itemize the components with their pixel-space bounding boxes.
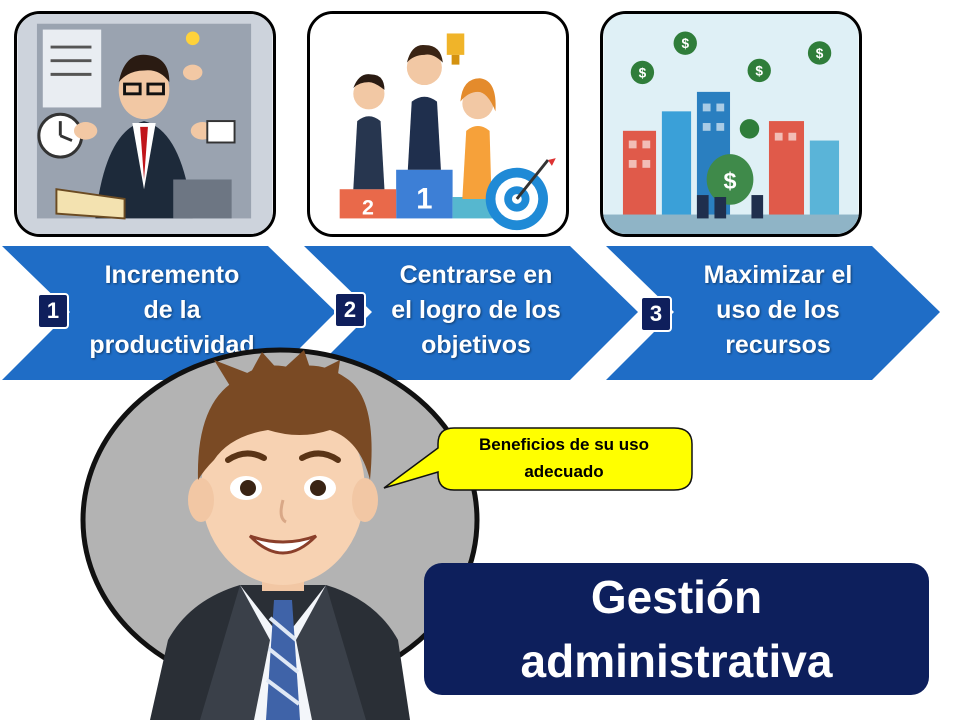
winners-podium-illustration: 1 2 <box>310 14 566 234</box>
title-line-1: Gestión <box>590 571 763 623</box>
step-3-line-2: uso de los <box>716 296 840 324</box>
step-2-line-2: el logro de los <box>391 296 561 324</box>
step-label-2: Centrarse en el logro de los objetivos <box>374 258 578 363</box>
chevron-step-1 <box>2 246 336 380</box>
step-1-line-1: Incremento <box>104 261 240 289</box>
step-2-line-3: objetivos <box>421 331 531 359</box>
speech-bubble <box>383 427 693 491</box>
image-frame-productivity <box>14 11 276 237</box>
busy-businessman-illustration <box>17 14 273 234</box>
image-frame-resources: $ $ $ $ $ <box>600 11 862 237</box>
bubble-line-2: adecuado <box>524 462 604 481</box>
step-number-3: 3 <box>640 296 672 332</box>
svg-text:$: $ <box>755 63 763 78</box>
step-number-1: 1 <box>37 293 69 329</box>
chevron-step-2 <box>304 246 638 380</box>
step-3-line-1: Maximizar el <box>703 261 853 289</box>
svg-text:$: $ <box>639 65 647 80</box>
title-box: Gestión administrativa <box>424 563 929 695</box>
step-1-line-2: de la <box>143 296 201 324</box>
step-number-2: 2 <box>334 292 366 328</box>
svg-text:$: $ <box>724 168 737 194</box>
bubble-line-1: Beneficios de su uso <box>478 435 650 454</box>
step-3-line-3: recursos <box>725 331 831 359</box>
chevron-band <box>2 246 940 380</box>
speech-bubble-text: Beneficios de su uso adecuado <box>438 428 690 488</box>
title-line-2: administrativa <box>520 635 833 687</box>
presenter-hair <box>197 365 372 480</box>
presenter-smile <box>248 534 318 555</box>
svg-text:$: $ <box>681 36 689 51</box>
chevron-step-3 <box>606 246 940 380</box>
svg-text:$: $ <box>816 46 824 61</box>
step-label-3: Maximizar el uso de los recursos <box>676 258 880 363</box>
image-frame-objectives: 1 2 <box>307 11 569 237</box>
step-label-1: Incremento de la productividad <box>70 258 274 363</box>
svg-text:2: 2 <box>362 196 374 220</box>
presenter-face <box>201 395 365 585</box>
city-money-illustration: $ $ $ $ $ <box>603 14 859 234</box>
step-2-line-1: Centrarse en <box>399 261 553 289</box>
svg-text:1: 1 <box>416 184 432 216</box>
